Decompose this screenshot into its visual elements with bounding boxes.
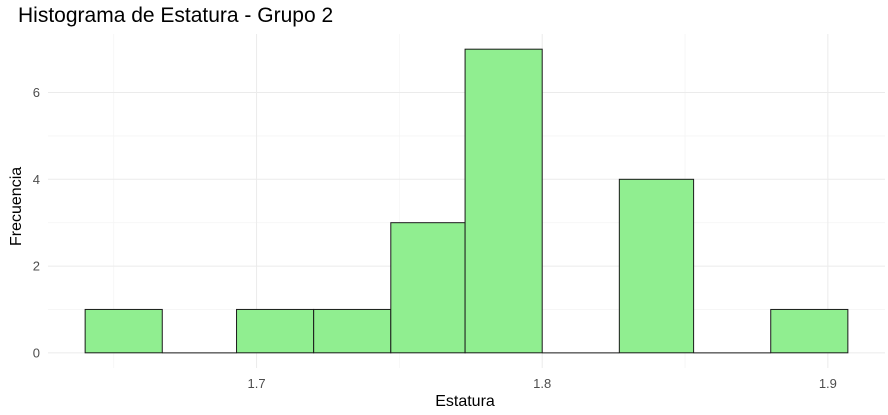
- histogram-bar: [390, 222, 466, 354]
- x-tick-label: 1.7: [247, 376, 265, 391]
- chart-title: Histograma de Estatura - Grupo 2: [18, 4, 334, 27]
- x-axis-label: Estatura: [435, 393, 495, 410]
- y-tick-label: 0: [33, 345, 40, 360]
- histogram-bar: [464, 48, 543, 354]
- y-tick-label: 6: [33, 85, 40, 100]
- x-tick-label: 1.8: [533, 376, 551, 391]
- histogram-bar: [770, 308, 849, 354]
- histogram-bar: [313, 308, 392, 354]
- histogram-bars: [84, 48, 849, 354]
- histogram-bar: [618, 178, 695, 354]
- histogram-bar: [236, 308, 315, 354]
- x-tick-label: 1.9: [819, 376, 837, 391]
- y-tick-label: 2: [33, 259, 40, 274]
- y-tick-label: 4: [33, 172, 40, 187]
- histogram-bar: [84, 308, 163, 354]
- axis-ticks: 1.7 1.8 1.9 0 2 4 6: [33, 85, 837, 391]
